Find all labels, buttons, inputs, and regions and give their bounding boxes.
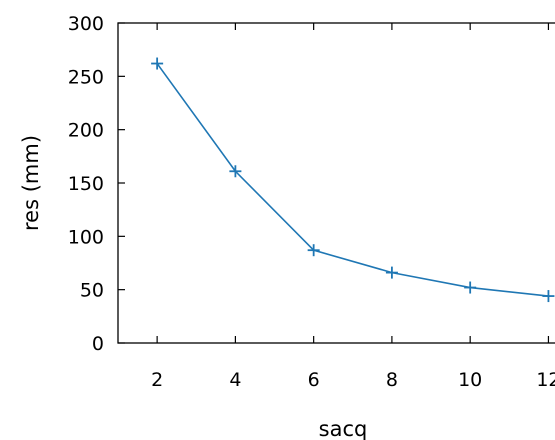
data-point	[307, 244, 320, 257]
y-tick-label: 100	[68, 226, 104, 248]
y-axis-label: res (mm)	[19, 135, 43, 231]
x-tick-label: 2	[151, 369, 163, 391]
series-markers	[151, 57, 555, 303]
axis-tick-labels: 2 4 6 8 10 12 0 50 100 150 200 250 300	[68, 13, 555, 391]
data-point	[385, 266, 398, 279]
data-point	[151, 57, 164, 70]
data-point	[542, 290, 555, 303]
y-tick-label: 0	[92, 333, 104, 355]
y-tick-label: 200	[68, 120, 104, 142]
x-tick-label: 4	[229, 369, 241, 391]
data-point	[464, 281, 477, 294]
x-tick-label: 10	[458, 369, 482, 391]
axis-ticks	[118, 22, 550, 344]
y-tick-label: 150	[68, 173, 104, 195]
x-axis-label: sacq	[319, 417, 368, 440]
x-tick-label: 12	[536, 369, 555, 391]
y-tick-label: 250	[68, 66, 104, 88]
series-line	[156, 63, 549, 297]
y-tick-label: 50	[80, 280, 104, 302]
plot-frame	[117, 22, 555, 344]
x-tick-label: 6	[308, 369, 320, 391]
x-tick-label: 8	[386, 369, 398, 391]
y-tick-label: 300	[68, 13, 104, 35]
data-point	[229, 165, 242, 178]
